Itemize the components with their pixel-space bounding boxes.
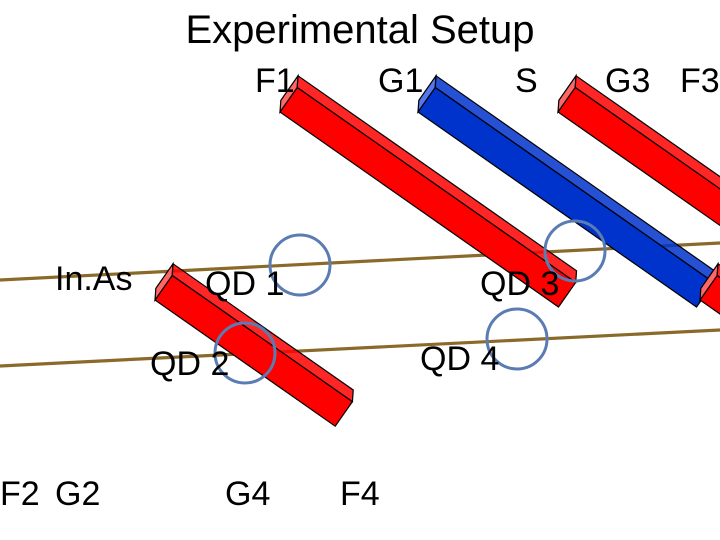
label-QD2: QD 2 xyxy=(150,345,229,384)
label-S: S xyxy=(515,62,538,101)
diagram-stage: Experimental Setup F1 G1 S G3 F3 In.As Q… xyxy=(0,0,720,540)
label-G3: G3 xyxy=(605,62,650,101)
label-QD1: QD 1 xyxy=(205,265,284,304)
label-F4: F4 xyxy=(340,475,380,514)
label-F1: F1 xyxy=(255,62,295,101)
label-F3: F3 xyxy=(680,62,720,101)
label-InAs: In.As xyxy=(55,260,132,299)
label-G4: G4 xyxy=(225,475,270,514)
label-QD3: QD 3 xyxy=(480,265,559,304)
label-F2: F2 xyxy=(0,475,40,514)
label-QD4: QD 4 xyxy=(420,340,499,379)
label-G2: G2 xyxy=(55,475,100,514)
label-G1: G1 xyxy=(378,62,423,101)
nanowire-2 xyxy=(0,330,720,366)
